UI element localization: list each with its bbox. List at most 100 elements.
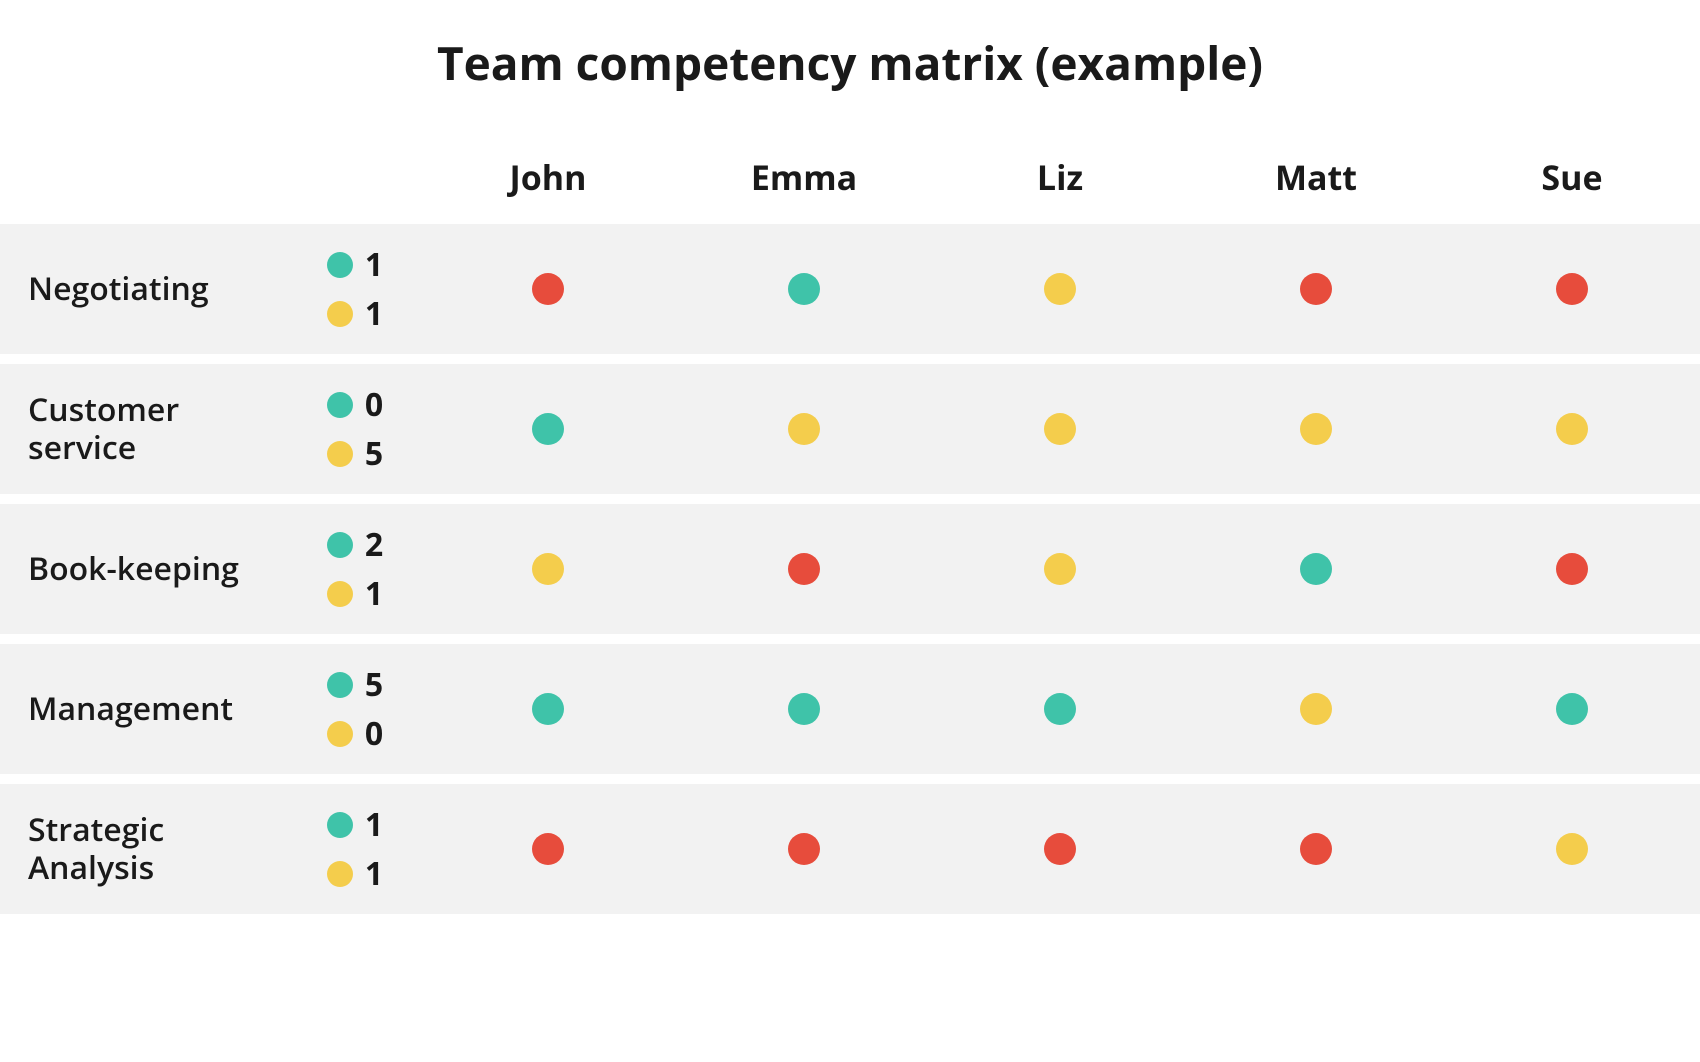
matrix-cell — [1444, 784, 1700, 914]
legend-dot-icon — [327, 861, 353, 887]
count-line: 1 — [327, 803, 383, 846]
legend-dot-icon — [327, 441, 353, 467]
matrix-cell — [1188, 644, 1444, 774]
matrix-cell — [932, 504, 1188, 634]
matrix-cell — [1188, 784, 1444, 914]
count-line: 1 — [327, 243, 383, 286]
status-dot-icon — [788, 413, 820, 445]
matrix-cell — [1444, 504, 1700, 634]
count-value: 1 — [365, 803, 383, 846]
status-dot-icon — [1044, 273, 1076, 305]
skill-counts: 50 — [280, 644, 420, 774]
header-blank-counts — [280, 144, 420, 224]
status-dot-icon — [1044, 553, 1076, 585]
skill-label: Customer service — [0, 364, 280, 494]
skill-counts: 11 — [280, 224, 420, 354]
skill-counts: 21 — [280, 504, 420, 634]
matrix-cell — [932, 364, 1188, 494]
status-dot-icon — [1044, 833, 1076, 865]
matrix-cell — [1444, 644, 1700, 774]
skill-label: Book-keeping — [0, 504, 280, 634]
legend-dot-icon — [327, 581, 353, 607]
status-dot-icon — [532, 273, 564, 305]
status-dot-icon — [1300, 553, 1332, 585]
count-line: 5 — [327, 432, 383, 475]
header-blank-skill — [0, 144, 280, 224]
header-person-1: Emma — [676, 144, 932, 224]
matrix-cell — [420, 364, 676, 494]
legend-dot-icon — [327, 812, 353, 838]
count-line: 0 — [327, 712, 383, 755]
legend-dot-icon — [327, 301, 353, 327]
skill-label: Management — [0, 644, 280, 774]
count-value: 1 — [365, 243, 383, 286]
legend-dot-icon — [327, 392, 353, 418]
header-person-4: Sue — [1444, 144, 1700, 224]
header-person-2: Liz — [932, 144, 1188, 224]
count-value: 0 — [365, 712, 383, 755]
legend-dot-icon — [327, 532, 353, 558]
matrix-cell — [1188, 364, 1444, 494]
status-dot-icon — [1556, 413, 1588, 445]
count-value: 0 — [365, 383, 383, 426]
header-person-0: John — [420, 144, 676, 224]
count-value: 1 — [365, 852, 383, 895]
status-dot-icon — [788, 273, 820, 305]
status-dot-icon — [1556, 833, 1588, 865]
count-value: 1 — [365, 292, 383, 335]
status-dot-icon — [788, 553, 820, 585]
matrix-cell — [1444, 364, 1700, 494]
status-dot-icon — [1300, 413, 1332, 445]
status-dot-icon — [532, 413, 564, 445]
matrix-cell — [420, 784, 676, 914]
status-dot-icon — [1300, 273, 1332, 305]
skill-counts: 05 — [280, 364, 420, 494]
matrix-cell — [676, 224, 932, 354]
status-dot-icon — [1300, 833, 1332, 865]
matrix-cell — [676, 364, 932, 494]
matrix-cell — [420, 224, 676, 354]
matrix-cell — [932, 784, 1188, 914]
matrix-container: Team competency matrix (example) JohnEmm… — [0, 32, 1700, 954]
status-dot-icon — [1044, 693, 1076, 725]
count-line: 5 — [327, 663, 383, 706]
status-dot-icon — [1556, 273, 1588, 305]
matrix-cell — [932, 224, 1188, 354]
status-dot-icon — [532, 833, 564, 865]
status-dot-icon — [1044, 413, 1076, 445]
matrix-cell — [1444, 224, 1700, 354]
skill-label: Negotiating — [0, 224, 280, 354]
count-line: 1 — [327, 852, 383, 895]
status-dot-icon — [788, 833, 820, 865]
matrix-cell — [1188, 224, 1444, 354]
matrix-cell — [676, 784, 932, 914]
matrix-cell — [420, 644, 676, 774]
matrix-cell — [676, 644, 932, 774]
skill-counts: 11 — [280, 784, 420, 914]
page-title: Team competency matrix (example) — [0, 32, 1700, 94]
count-value: 5 — [365, 663, 383, 706]
status-dot-icon — [1556, 553, 1588, 585]
legend-dot-icon — [327, 252, 353, 278]
status-dot-icon — [532, 693, 564, 725]
status-dot-icon — [1300, 693, 1332, 725]
matrix-cell — [932, 644, 1188, 774]
count-value: 5 — [365, 432, 383, 475]
legend-dot-icon — [327, 721, 353, 747]
count-value: 1 — [365, 572, 383, 615]
status-dot-icon — [1556, 693, 1588, 725]
skill-label: Strategic Analysis — [0, 784, 280, 914]
status-dot-icon — [788, 693, 820, 725]
status-dot-icon — [532, 553, 564, 585]
legend-dot-icon — [327, 672, 353, 698]
header-person-3: Matt — [1188, 144, 1444, 224]
matrix-cell — [676, 504, 932, 634]
competency-grid: JohnEmmaLizMattSueNegotiating11Customer … — [0, 144, 1700, 914]
count-value: 2 — [365, 523, 383, 566]
matrix-cell — [420, 504, 676, 634]
count-line: 2 — [327, 523, 383, 566]
matrix-cell — [1188, 504, 1444, 634]
count-line: 1 — [327, 292, 383, 335]
count-line: 0 — [327, 383, 383, 426]
count-line: 1 — [327, 572, 383, 615]
